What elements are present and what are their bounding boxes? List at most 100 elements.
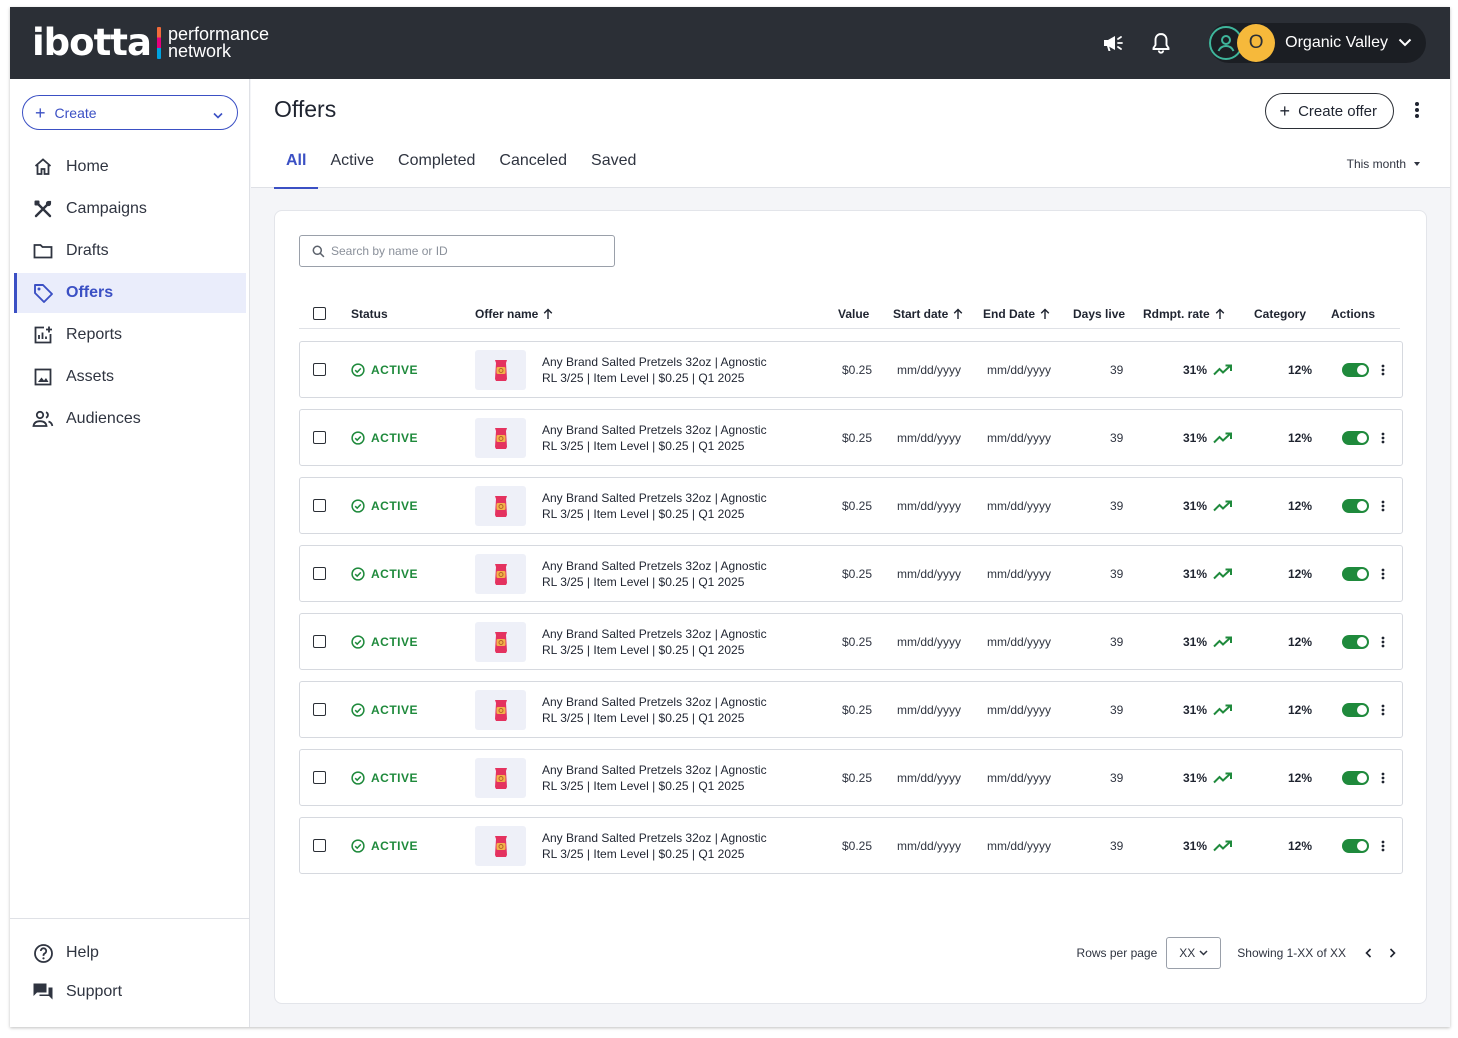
toggle-switch xyxy=(1342,770,1369,785)
table-row[interactable]: ACTIVE Any Brand Salted Pretzels 32oz | … xyxy=(299,749,1403,806)
category-value: 12% xyxy=(1288,498,1313,513)
create-button[interactable]: + Create xyxy=(22,95,238,130)
tools-icon xyxy=(32,198,54,220)
trending-up-icon xyxy=(1213,500,1233,511)
offer-name[interactable]: Any Brand Salted Pretzels 32oz | Agnosti… xyxy=(542,818,767,873)
active-toggle[interactable] xyxy=(1342,546,1369,601)
row-checkbox[interactable] xyxy=(313,682,326,737)
row-more-options-icon[interactable] xyxy=(1381,818,1385,873)
active-toggle[interactable] xyxy=(1342,478,1369,533)
row-checkbox[interactable] xyxy=(313,818,326,873)
select-all-checkbox[interactable] xyxy=(313,307,326,320)
chevron-down-icon xyxy=(213,106,223,122)
search-input[interactable] xyxy=(331,244,601,258)
megaphone-icon[interactable] xyxy=(1101,31,1125,55)
offer-name[interactable]: Any Brand Salted Pretzels 32oz | Agnosti… xyxy=(542,614,767,669)
row-more-options-icon[interactable] xyxy=(1381,410,1385,465)
column-end-date[interactable]: End Date xyxy=(983,307,1050,321)
sidebar-item-campaigns[interactable]: Campaigns xyxy=(14,189,246,229)
offer-name[interactable]: Any Brand Salted Pretzels 32oz | Agnosti… xyxy=(542,410,767,465)
status-badge: ACTIVE xyxy=(351,342,418,397)
check-circle-icon xyxy=(351,430,365,445)
sidebar-item-home[interactable]: Home xyxy=(14,147,246,187)
brand-logo[interactable]: ibotta performance network xyxy=(32,21,269,65)
pagination: Rows per page XX Showing 1-XX of XX xyxy=(1077,937,1400,969)
period-dropdown[interactable]: This month xyxy=(1347,157,1420,171)
table-row[interactable]: ACTIVE Any Brand Salted Pretzels 32oz | … xyxy=(299,545,1403,602)
column-rdmpt-rate[interactable]: Rdmpt. rate xyxy=(1143,307,1225,321)
table-row[interactable]: ACTIVE Any Brand Salted Pretzels 32oz | … xyxy=(299,409,1403,466)
chevron-right-icon[interactable] xyxy=(1384,945,1400,961)
table-row[interactable]: ACTIVE Any Brand Salted Pretzels 32oz | … xyxy=(299,817,1403,874)
offer-name[interactable]: Any Brand Salted Pretzels 32oz | Agnosti… xyxy=(542,342,767,397)
offer-name[interactable]: Any Brand Salted Pretzels 32oz | Agnosti… xyxy=(542,546,767,601)
tab-completed[interactable]: Completed xyxy=(398,152,476,169)
column-actions-label: Actions xyxy=(1331,307,1376,321)
checkbox xyxy=(313,703,326,716)
row-checkbox[interactable] xyxy=(313,750,326,805)
checkbox xyxy=(313,307,326,320)
active-toggle[interactable] xyxy=(1342,750,1369,805)
row-more-options-icon[interactable] xyxy=(1381,478,1385,533)
bell-icon[interactable] xyxy=(1149,31,1173,55)
active-toggle[interactable] xyxy=(1342,342,1369,397)
redemption-rate-value: 31% xyxy=(1183,770,1208,785)
check-circle-icon xyxy=(351,770,365,785)
sidebar-item-audiences[interactable]: Audiences xyxy=(14,399,246,439)
tab-saved[interactable]: Saved xyxy=(591,152,637,169)
status-badge: ACTIVE xyxy=(351,478,418,533)
create-offer-button[interactable]: + Create offer xyxy=(1264,93,1394,129)
row-more-options-icon[interactable] xyxy=(1381,342,1385,397)
table-row[interactable]: ACTIVE Any Brand Salted Pretzels 32oz | … xyxy=(299,341,1403,398)
chevron-left-icon[interactable] xyxy=(1360,945,1376,961)
sidebar-item-offers[interactable]: Offers xyxy=(14,273,246,313)
check-circle-icon xyxy=(351,702,365,717)
more-options-icon[interactable] xyxy=(1414,101,1420,124)
column-category-label: Category xyxy=(1254,307,1307,321)
row-more-options-icon[interactable] xyxy=(1381,614,1385,669)
start-date: mm/dd/yyyy xyxy=(897,770,962,785)
status-text: ACTIVE xyxy=(371,770,419,785)
sidebar-item-support[interactable]: Support xyxy=(14,973,246,1011)
sidebar-divider xyxy=(10,918,249,919)
column-offer-name[interactable]: Offer name xyxy=(475,307,553,321)
table-row[interactable]: ACTIVE Any Brand Salted Pretzels 32oz | … xyxy=(299,681,1403,738)
tab-canceled[interactable]: Canceled xyxy=(499,152,568,169)
sidebar-item-help[interactable]: Help xyxy=(14,934,246,972)
row-checkbox[interactable] xyxy=(313,546,326,601)
sidebar-item-reports[interactable]: Reports xyxy=(14,315,246,355)
row-checkbox[interactable] xyxy=(313,410,326,465)
offer-name[interactable]: Any Brand Salted Pretzels 32oz | Agnosti… xyxy=(542,478,767,533)
end-date: mm/dd/yyyy xyxy=(987,362,1052,377)
sidebar-item-drafts[interactable]: Drafts xyxy=(14,231,246,271)
account-menu[interactable]: O Organic Valley xyxy=(1209,23,1426,63)
tab-active[interactable]: Active xyxy=(330,152,375,169)
active-toggle[interactable] xyxy=(1342,614,1369,669)
row-checkbox[interactable] xyxy=(313,478,326,533)
table-row[interactable]: ACTIVE Any Brand Salted Pretzels 32oz | … xyxy=(299,613,1403,670)
trending-up-icon xyxy=(1213,840,1233,851)
column-start-date[interactable]: Start date xyxy=(893,307,963,321)
category-value: 12% xyxy=(1288,634,1313,649)
rows-per-page-value: XX xyxy=(1179,946,1196,960)
sidebar-item-assets[interactable]: Assets xyxy=(14,357,246,397)
offer-name[interactable]: Any Brand Salted Pretzels 32oz | Agnosti… xyxy=(542,750,767,805)
table-row[interactable]: ACTIVE Any Brand Salted Pretzels 32oz | … xyxy=(299,477,1403,534)
active-toggle[interactable] xyxy=(1342,410,1369,465)
row-checkbox[interactable] xyxy=(313,342,326,397)
row-checkbox[interactable] xyxy=(313,614,326,669)
status-text: ACTIVE xyxy=(371,702,419,717)
active-toggle[interactable] xyxy=(1342,818,1369,873)
trending-up-icon xyxy=(1213,636,1233,647)
redemption-rate-value: 31% xyxy=(1183,566,1208,581)
check-circle-icon xyxy=(351,838,365,853)
row-more-options-icon[interactable] xyxy=(1381,682,1385,737)
active-toggle[interactable] xyxy=(1342,682,1369,737)
rows-per-page-select[interactable]: XX xyxy=(1166,937,1222,969)
offer-name[interactable]: Any Brand Salted Pretzels 32oz | Agnosti… xyxy=(542,682,767,737)
trending-up-icon xyxy=(1213,772,1233,783)
row-more-options-icon[interactable] xyxy=(1381,546,1385,601)
tab-all[interactable]: All xyxy=(274,149,319,189)
search-box[interactable] xyxy=(299,235,615,267)
row-more-options-icon[interactable] xyxy=(1381,750,1385,805)
